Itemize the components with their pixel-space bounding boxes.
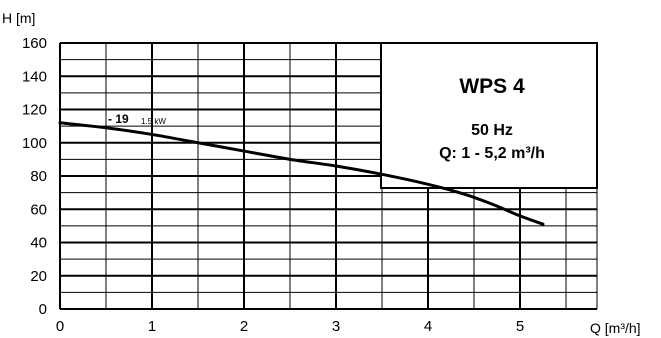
series-label-stage: - 19 — [108, 112, 129, 126]
y-tick-label: 40 — [30, 235, 47, 252]
y-axis-title: H [m] — [2, 10, 35, 26]
y-tick-labels: 0 20 40 60 80 100 120 140 160 — [22, 35, 47, 318]
y-tick-label: 60 — [30, 201, 47, 218]
x-tick-label: 0 — [56, 318, 64, 335]
chart-subtitle-frequency: 50 Hz — [471, 122, 513, 139]
y-tick-label: 80 — [30, 168, 47, 185]
series-curve — [58, 121, 545, 226]
x-tick-label: 1 — [148, 318, 156, 335]
chart-subtitle-range: Q: 1 - 5,2 m³/h — [439, 145, 545, 162]
y-tick-label: 0 — [39, 301, 47, 318]
series-label-power: 1.5 kW — [141, 117, 166, 126]
y-tick-label: 160 — [22, 35, 47, 52]
title-box — [380, 42, 598, 189]
y-tick-label: 120 — [22, 102, 47, 119]
x-tick-label: 5 — [516, 318, 524, 335]
x-tick-label: 3 — [332, 318, 340, 335]
x-axis-title: Q [m³/h] — [590, 320, 641, 336]
y-tick-label: 140 — [22, 68, 47, 85]
x-tick-label: 4 — [424, 318, 432, 335]
chart-title: WPS 4 — [459, 75, 525, 98]
y-tick-label: 20 — [30, 268, 47, 285]
y-tick-label: 100 — [22, 135, 47, 152]
x-tick-labels: 0 1 2 3 4 5 — [56, 318, 524, 335]
x-tick-label: 2 — [240, 318, 248, 335]
